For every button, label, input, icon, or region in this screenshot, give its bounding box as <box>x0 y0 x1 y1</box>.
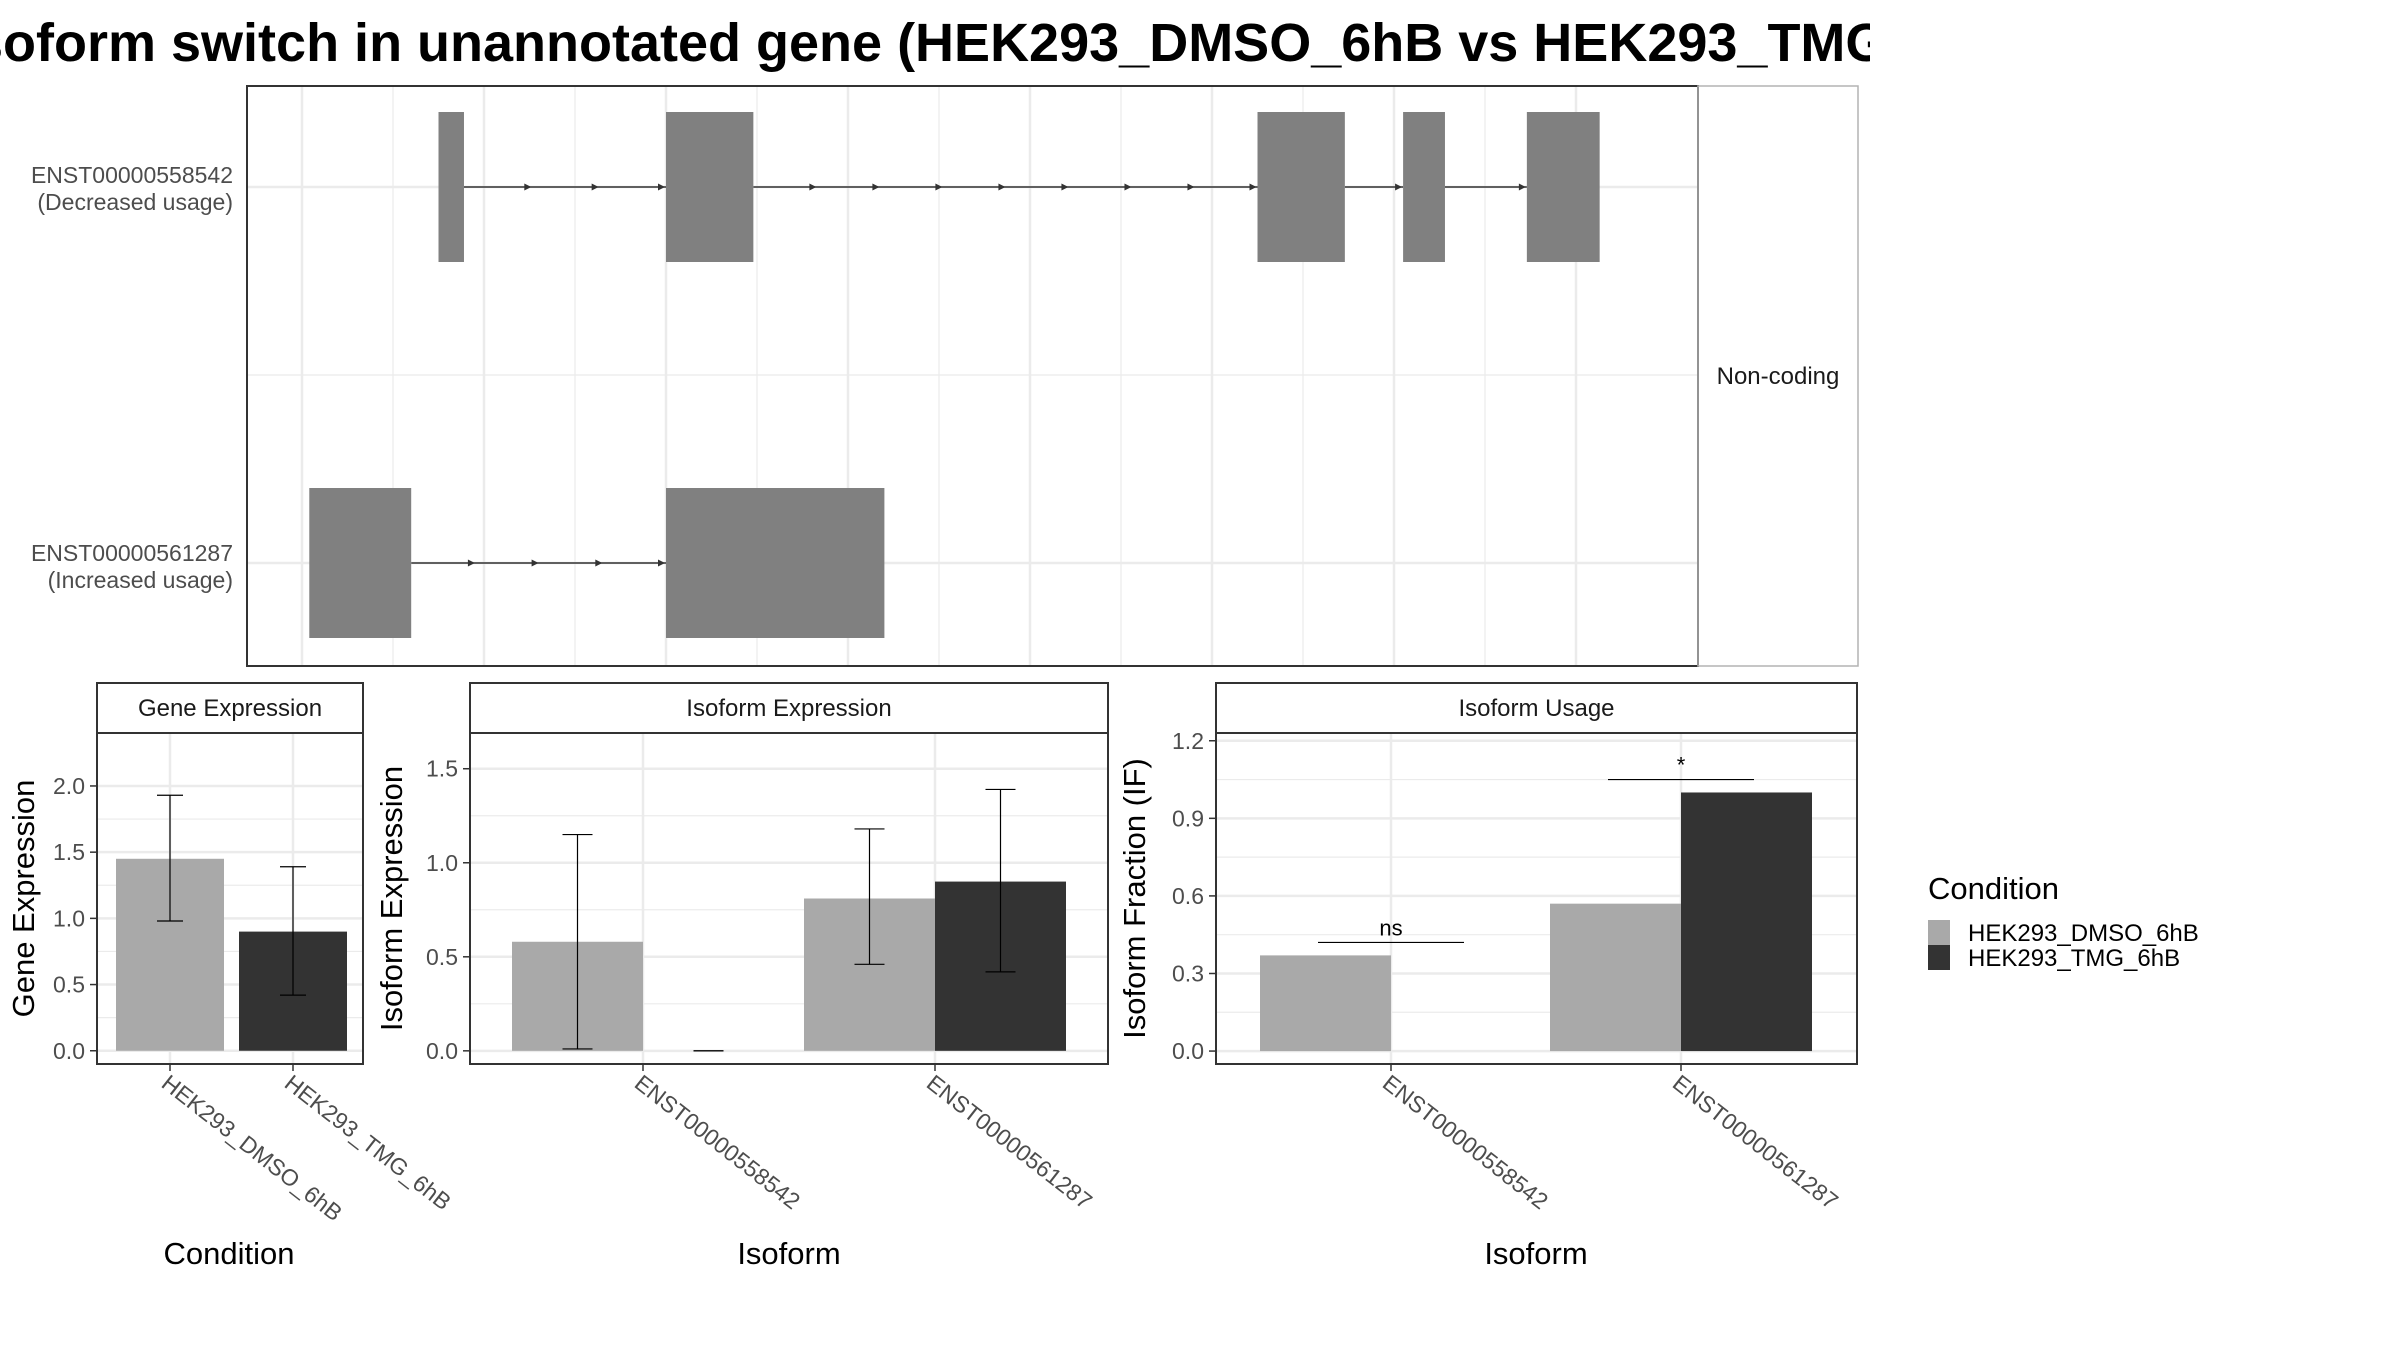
legend-swatch-tmg <box>1928 945 1950 970</box>
y-tick-label: 0.3 <box>1172 960 1204 986</box>
panel-strip-title: Gene Expression <box>138 695 322 722</box>
y-tick-label: 2.0 <box>53 773 85 799</box>
legend-swatch-dmso <box>1928 920 1950 945</box>
x-axis-title: Condition <box>164 1236 295 1271</box>
x-tick-label: ENST00000561287 <box>1668 1069 1843 1214</box>
legend-title: Condition <box>1928 871 2059 906</box>
y-tick-label: 1.5 <box>426 756 458 782</box>
y-axis-title: Isoform Expression <box>374 766 409 1031</box>
intron-direction-arrow <box>1187 183 1195 191</box>
bar <box>1681 792 1812 1052</box>
figure-title: Isoform switch in unannotated gene (HEK2… <box>0 13 2037 73</box>
y-tick-label: 1.5 <box>53 839 85 865</box>
panel-strip <box>96 682 364 734</box>
structure-marks <box>309 112 1600 638</box>
intron-direction-arrow <box>1518 183 1526 191</box>
y-tick-label: 0.5 <box>53 972 85 998</box>
structure-panel-background <box>247 86 1698 666</box>
transcript-2-usage-label: (Increased usage) <box>48 567 233 593</box>
panel-strip <box>1215 682 1858 734</box>
exon-block <box>1526 112 1600 262</box>
structure-category-label: Non-coding <box>1717 363 1840 390</box>
legend-label-dmso: HEK293_DMSO_6hB <box>1968 920 2199 947</box>
panel-strip <box>469 682 1109 734</box>
x-tick-label: ENST00000558542 <box>630 1069 805 1214</box>
panel-strip-title: Isoform Usage <box>1458 695 1614 722</box>
y-tick-label: 1.0 <box>426 850 458 876</box>
intron-direction-arrow <box>1061 183 1069 191</box>
intron-direction-arrow <box>998 183 1006 191</box>
intron-direction-arrow <box>531 559 539 567</box>
intron-direction-arrow <box>935 183 943 191</box>
x-tick-label: ENST00000561287 <box>922 1069 1097 1214</box>
y-tick-label: 0.0 <box>1172 1038 1204 1064</box>
y-tick-label: 0.0 <box>53 1038 85 1064</box>
y-tick-label: 0.6 <box>1172 883 1204 909</box>
gene-structure-panel: Non-coding ENST00000558542 (Decreased us… <box>31 85 1859 667</box>
isoform-usage-panel: ns * Isoform Usage 0.0 0.3 0.6 0.9 1.2 ENST00000… <box>1117 682 1858 1271</box>
x-tick-label: ENST00000558542 <box>1378 1069 1553 1214</box>
y-tick-label: 1.0 <box>53 905 85 931</box>
intron-direction-arrow <box>524 183 532 191</box>
intron-direction-arrow <box>591 183 599 191</box>
transcript-2-id: ENST00000561287 <box>31 540 233 566</box>
intron-direction-arrow <box>595 559 603 567</box>
exon-block <box>666 488 885 638</box>
gene-expression-panel: Gene Expression0.00.51.01.52.0HEK293_DMS… <box>6 682 456 1271</box>
exon-block <box>1257 112 1345 262</box>
legend-label-tmg: HEK293_TMG_6hB <box>1968 945 2180 972</box>
y-axis-title: Gene Expression <box>6 780 41 1018</box>
structure-strip-border <box>1697 85 1859 667</box>
intron-direction-arrow <box>658 559 665 567</box>
bar <box>1550 903 1681 1052</box>
y-tick-label: 0.5 <box>426 944 458 970</box>
exon-block <box>309 488 412 638</box>
intron-direction-arrow <box>467 559 475 567</box>
legend: Condition HEK293_DMSO_6hB HEK293_TMG_6hB <box>1928 871 2199 972</box>
transcript-1-usage-label: (Decreased usage) <box>37 189 233 215</box>
panel-strip-title: Isoform Expression <box>686 695 891 722</box>
intron-direction-arrow <box>658 183 665 191</box>
significance-label: ns <box>1379 915 1402 940</box>
y-tick-label: 1.2 <box>1172 728 1204 754</box>
intron-direction-arrow <box>1249 183 1257 191</box>
bar <box>1260 955 1391 1052</box>
intron-direction-arrow <box>1124 183 1132 191</box>
y-tick-label: 0.9 <box>1172 805 1204 831</box>
x-axis-title: Isoform <box>1484 1236 1587 1271</box>
transcript-1-id: ENST00000558542 <box>31 162 233 188</box>
exon-block <box>438 112 464 262</box>
exon-block <box>666 112 754 262</box>
x-axis-title: Isoform <box>737 1236 840 1271</box>
intron-direction-arrow <box>809 183 817 191</box>
significance-label: * <box>1677 753 1686 778</box>
intron-direction-arrow <box>1395 183 1403 191</box>
intron-direction-arrow <box>872 183 880 191</box>
y-tick-label: 0.0 <box>426 1038 458 1064</box>
y-axis-title: Isoform Fraction (IF) <box>1117 758 1152 1039</box>
exon-block <box>1403 112 1445 262</box>
isoform-expression-panel: Isoform Expression 0.0 0.5 1.0 1.5 ENST000005… <box>374 682 1109 1271</box>
